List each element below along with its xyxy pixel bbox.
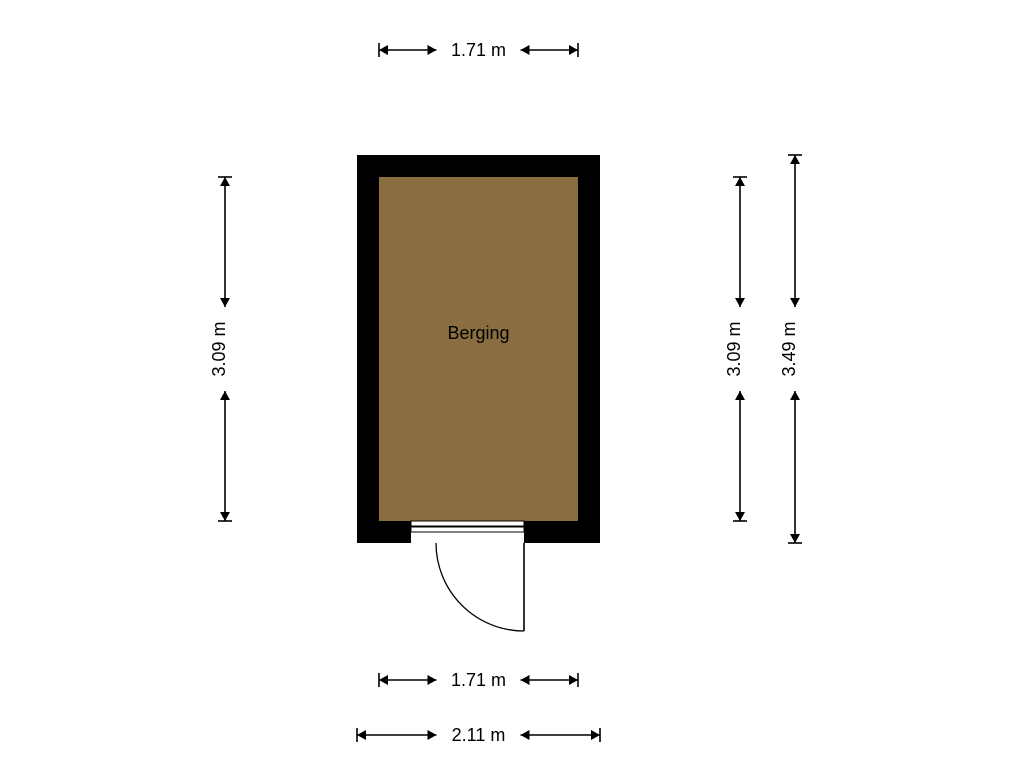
dimension-label: 1.71 m [451, 40, 506, 60]
dimension-vertical: 3.49 m [779, 155, 802, 543]
dimension-vertical: 3.09 m [724, 177, 747, 521]
room-berging: Berging [357, 155, 600, 631]
dimension-label: 3.09 m [209, 321, 229, 376]
door-swing-arc [436, 543, 524, 631]
dimension-horizontal: 2.11 m [357, 725, 600, 745]
dimension-horizontal: 1.71 m [379, 40, 578, 60]
dimension-vertical: 3.09 m [209, 177, 232, 521]
dimension-label: 3.49 m [779, 321, 799, 376]
dimension-label: 3.09 m [724, 321, 744, 376]
dimension-label: 1.71 m [451, 670, 506, 690]
dimension-label: 2.11 m [452, 725, 506, 745]
dimension-horizontal: 1.71 m [379, 670, 578, 690]
room-label: Berging [447, 323, 509, 343]
floor [379, 177, 578, 521]
